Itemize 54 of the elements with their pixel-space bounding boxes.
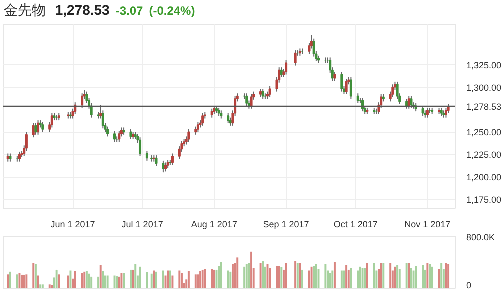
y-tick-label: 1,300.00 <box>466 82 502 93</box>
candlestick <box>227 112 230 124</box>
candlestick <box>285 60 288 76</box>
candlestick <box>250 94 253 110</box>
candlestick <box>444 107 448 118</box>
y-tick-label: 1,225.00 <box>466 150 502 160</box>
candlestick <box>268 86 272 98</box>
candlestick <box>426 107 429 118</box>
candlestick <box>345 78 348 96</box>
ref-line-label: 1,278.53 <box>466 102 502 112</box>
candlestick <box>37 120 40 136</box>
candlestick <box>356 93 360 104</box>
y-tick-label: 1,250.00 <box>466 128 502 138</box>
candlestick <box>50 112 54 128</box>
x-tick-label: Aug 1 2017 <box>191 220 238 230</box>
text: -3.07 <box>116 4 144 18</box>
candlestick <box>188 129 190 143</box>
candlestick <box>171 153 174 166</box>
candlestick <box>146 150 148 162</box>
candlestick <box>162 160 165 174</box>
candlestick <box>340 72 344 92</box>
candlestick <box>81 93 84 108</box>
candlestick <box>34 122 38 136</box>
chart-title: 金先物 <box>4 2 46 18</box>
candlestick <box>294 50 297 66</box>
candlestick <box>202 112 204 126</box>
y-tick-label: 1,200.00 <box>466 172 502 183</box>
candlestick <box>246 93 248 107</box>
y-tick-label: 1,175.00 <box>466 195 502 206</box>
candlestick <box>350 76 352 100</box>
y-tick-label: 1,325.00 <box>466 60 502 70</box>
x-tick-label: Jul 1 2017 <box>122 220 164 230</box>
candlestick <box>392 84 394 98</box>
candlestick <box>130 129 132 140</box>
x-tick-label: Nov 1 2017 <box>404 220 451 230</box>
candlestick <box>155 155 158 167</box>
candlestick <box>138 137 142 157</box>
candlestick <box>196 122 200 133</box>
candlestick <box>106 126 110 138</box>
candlestick <box>410 96 413 108</box>
y-tick-label: 800.0K <box>466 232 496 242</box>
candlestick <box>118 130 121 143</box>
y-tick-label: 0 <box>466 280 472 290</box>
candlestick <box>422 106 424 117</box>
candlestick <box>18 151 21 162</box>
x-tick-label: Jun 1 2017 <box>50 220 96 230</box>
text: 1,278.53 <box>55 2 110 18</box>
candlestick <box>312 38 316 58</box>
x-tick-label: Oct 1 2017 <box>334 220 378 230</box>
x-tick-label: Sep 1 2017 <box>263 220 310 230</box>
candlestick <box>113 130 116 143</box>
candlestick <box>42 122 44 133</box>
candlestick <box>262 88 264 100</box>
text: (-0.24%) <box>149 4 196 18</box>
